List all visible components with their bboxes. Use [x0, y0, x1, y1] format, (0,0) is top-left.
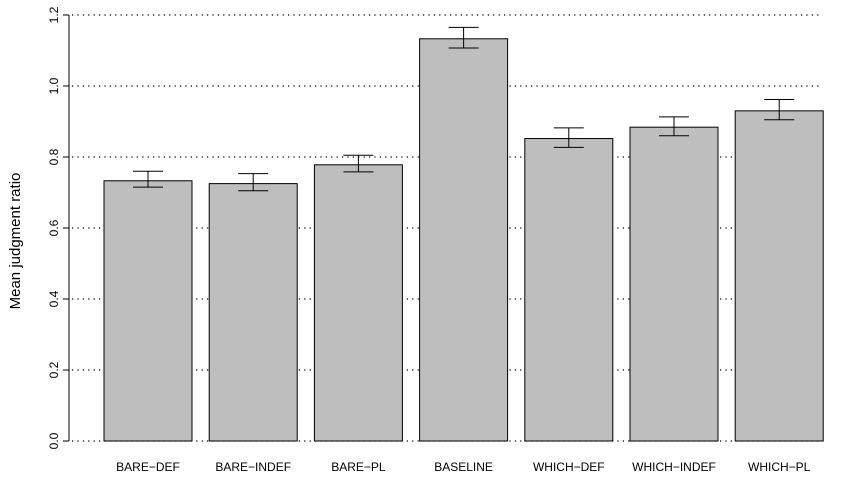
bar — [734, 110, 824, 442]
x-tick-label: BARE−DEF — [116, 460, 180, 474]
error-bar — [553, 127, 584, 148]
error-bars — [133, 26, 795, 192]
bar — [629, 126, 719, 442]
x-tick-label: BASELINE — [434, 460, 493, 474]
error-bar — [764, 98, 795, 121]
x-tick-label: WHICH−PL — [748, 460, 811, 474]
error-bar — [343, 154, 374, 173]
y-tick-label: 0.0 — [47, 432, 61, 449]
y-tick-label: 0.2 — [47, 361, 61, 378]
error-bar — [448, 26, 479, 49]
bar — [524, 138, 614, 442]
y-axis-title: Mean judgment ratio — [7, 173, 24, 310]
y-tick-label: 0.4 — [47, 290, 61, 307]
x-tick-label: WHICH−DEF — [533, 460, 605, 474]
x-axis-labels: BARE−DEF BARE−INDEF BARE−PL BASELINE WHICH−D… — [116, 460, 811, 474]
bar — [419, 38, 509, 442]
error-bar — [238, 173, 269, 192]
x-tick-label: BARE−PL — [331, 460, 386, 474]
y-tick-label: 1.0 — [47, 77, 61, 94]
x-tick-label: WHICH−INDEF — [632, 460, 716, 474]
y-tick-label: 0.8 — [47, 148, 61, 165]
grid-lines — [72, 14, 822, 442]
y-tick-label: 1.2 — [47, 6, 61, 23]
bar — [208, 183, 298, 442]
error-bar — [659, 116, 689, 137]
error-bar — [133, 170, 163, 188]
x-tick-label: BARE−INDEF — [215, 460, 291, 474]
bar — [313, 164, 403, 442]
y-tick-label: 0.6 — [47, 219, 61, 236]
y-axis: 0.0 0.2 0.4 0.6 0.8 1.0 1.2 — [47, 6, 70, 449]
bar — [103, 180, 193, 442]
bars — [103, 38, 824, 442]
